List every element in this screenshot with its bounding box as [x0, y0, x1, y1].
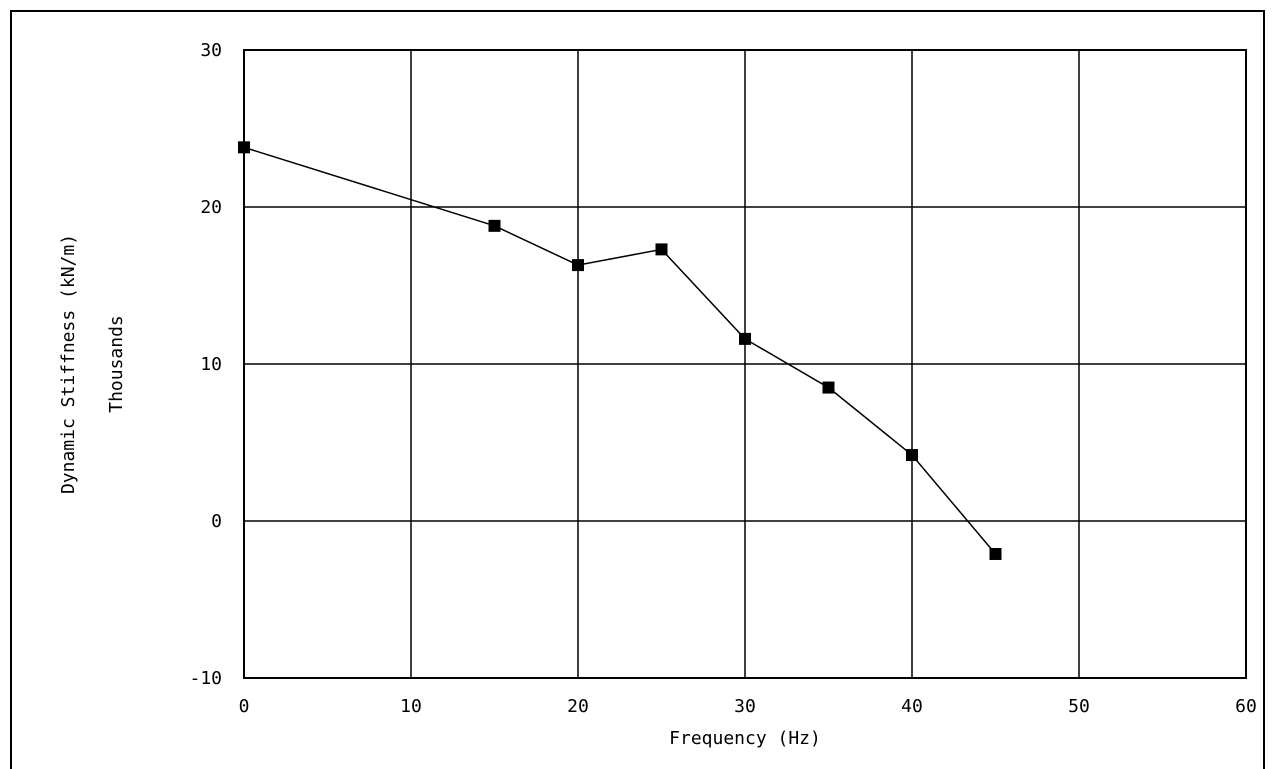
- y-axis-secondary-label: Thousands: [106, 315, 127, 413]
- x-tick-label: 30: [734, 696, 756, 717]
- y-tick-label: 10: [200, 354, 222, 375]
- x-tick-label: 10: [400, 696, 422, 717]
- series-line: [243, 146, 997, 555]
- data-point-marker: [488, 219, 501, 232]
- y-tick-label: 0: [211, 511, 222, 532]
- data-point-marker: [906, 449, 918, 462]
- data-point-marker: [739, 332, 751, 345]
- x-tick-label: 50: [1068, 696, 1090, 717]
- data-point-marker: [572, 259, 584, 272]
- data-point-marker: [238, 141, 250, 154]
- y-tick-label: 20: [200, 197, 222, 218]
- data-point-marker: [655, 243, 668, 256]
- y-tick-label: -10: [189, 668, 222, 689]
- x-tick-label: 20: [567, 696, 589, 717]
- tick-labels: 0 10 20 30 40 50 60 -10 0 10 20 30: [189, 40, 1256, 717]
- x-tick-label: 60: [1235, 696, 1257, 717]
- chart-frame: [10, 10, 1265, 769]
- data-point-marker: [989, 547, 1002, 560]
- y-tick-label: 30: [200, 40, 222, 61]
- series-layer: [238, 141, 1002, 560]
- plot-area: [243, 49, 1247, 679]
- x-tick-label: 0: [239, 696, 250, 717]
- grid: [243, 49, 1247, 679]
- data-point-marker: [822, 381, 835, 394]
- x-axis-label: Frequency (Hz): [669, 728, 821, 749]
- x-tick-label: 40: [901, 696, 923, 717]
- y-axis-label: Dynamic Stiffness (kN/m): [58, 234, 79, 494]
